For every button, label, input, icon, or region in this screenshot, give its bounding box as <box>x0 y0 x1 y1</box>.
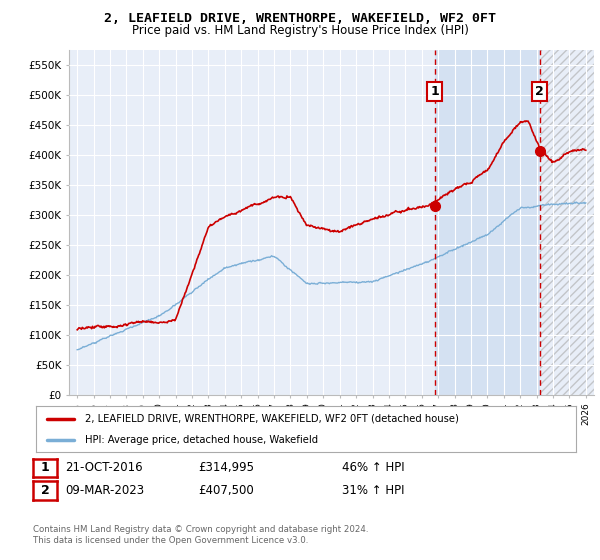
Text: Contains HM Land Registry data © Crown copyright and database right 2024.
This d: Contains HM Land Registry data © Crown c… <box>33 525 368 545</box>
Text: 1: 1 <box>41 461 49 474</box>
Bar <box>540 50 594 395</box>
Text: 2: 2 <box>41 484 49 497</box>
Text: HPI: Average price, detached house, Wakefield: HPI: Average price, detached house, Wake… <box>85 436 318 445</box>
Text: 2, LEAFIELD DRIVE, WRENTHORPE, WAKEFIELD, WF2 0FT: 2, LEAFIELD DRIVE, WRENTHORPE, WAKEFIELD… <box>104 12 496 25</box>
Text: 46% ↑ HPI: 46% ↑ HPI <box>342 461 404 474</box>
Text: 2, LEAFIELD DRIVE, WRENTHORPE, WAKEFIELD, WF2 0FT (detached house): 2, LEAFIELD DRIVE, WRENTHORPE, WAKEFIELD… <box>85 414 458 424</box>
Text: 21-OCT-2016: 21-OCT-2016 <box>65 461 142 474</box>
Bar <box>435 50 540 395</box>
Text: £314,995: £314,995 <box>198 461 254 474</box>
Text: 31% ↑ HPI: 31% ↑ HPI <box>342 484 404 497</box>
Text: 1: 1 <box>430 85 439 98</box>
Text: Price paid vs. HM Land Registry's House Price Index (HPI): Price paid vs. HM Land Registry's House … <box>131 24 469 37</box>
Bar <box>540 50 594 395</box>
Text: 2: 2 <box>535 85 544 98</box>
Text: £407,500: £407,500 <box>198 484 254 497</box>
Text: 09-MAR-2023: 09-MAR-2023 <box>65 484 144 497</box>
